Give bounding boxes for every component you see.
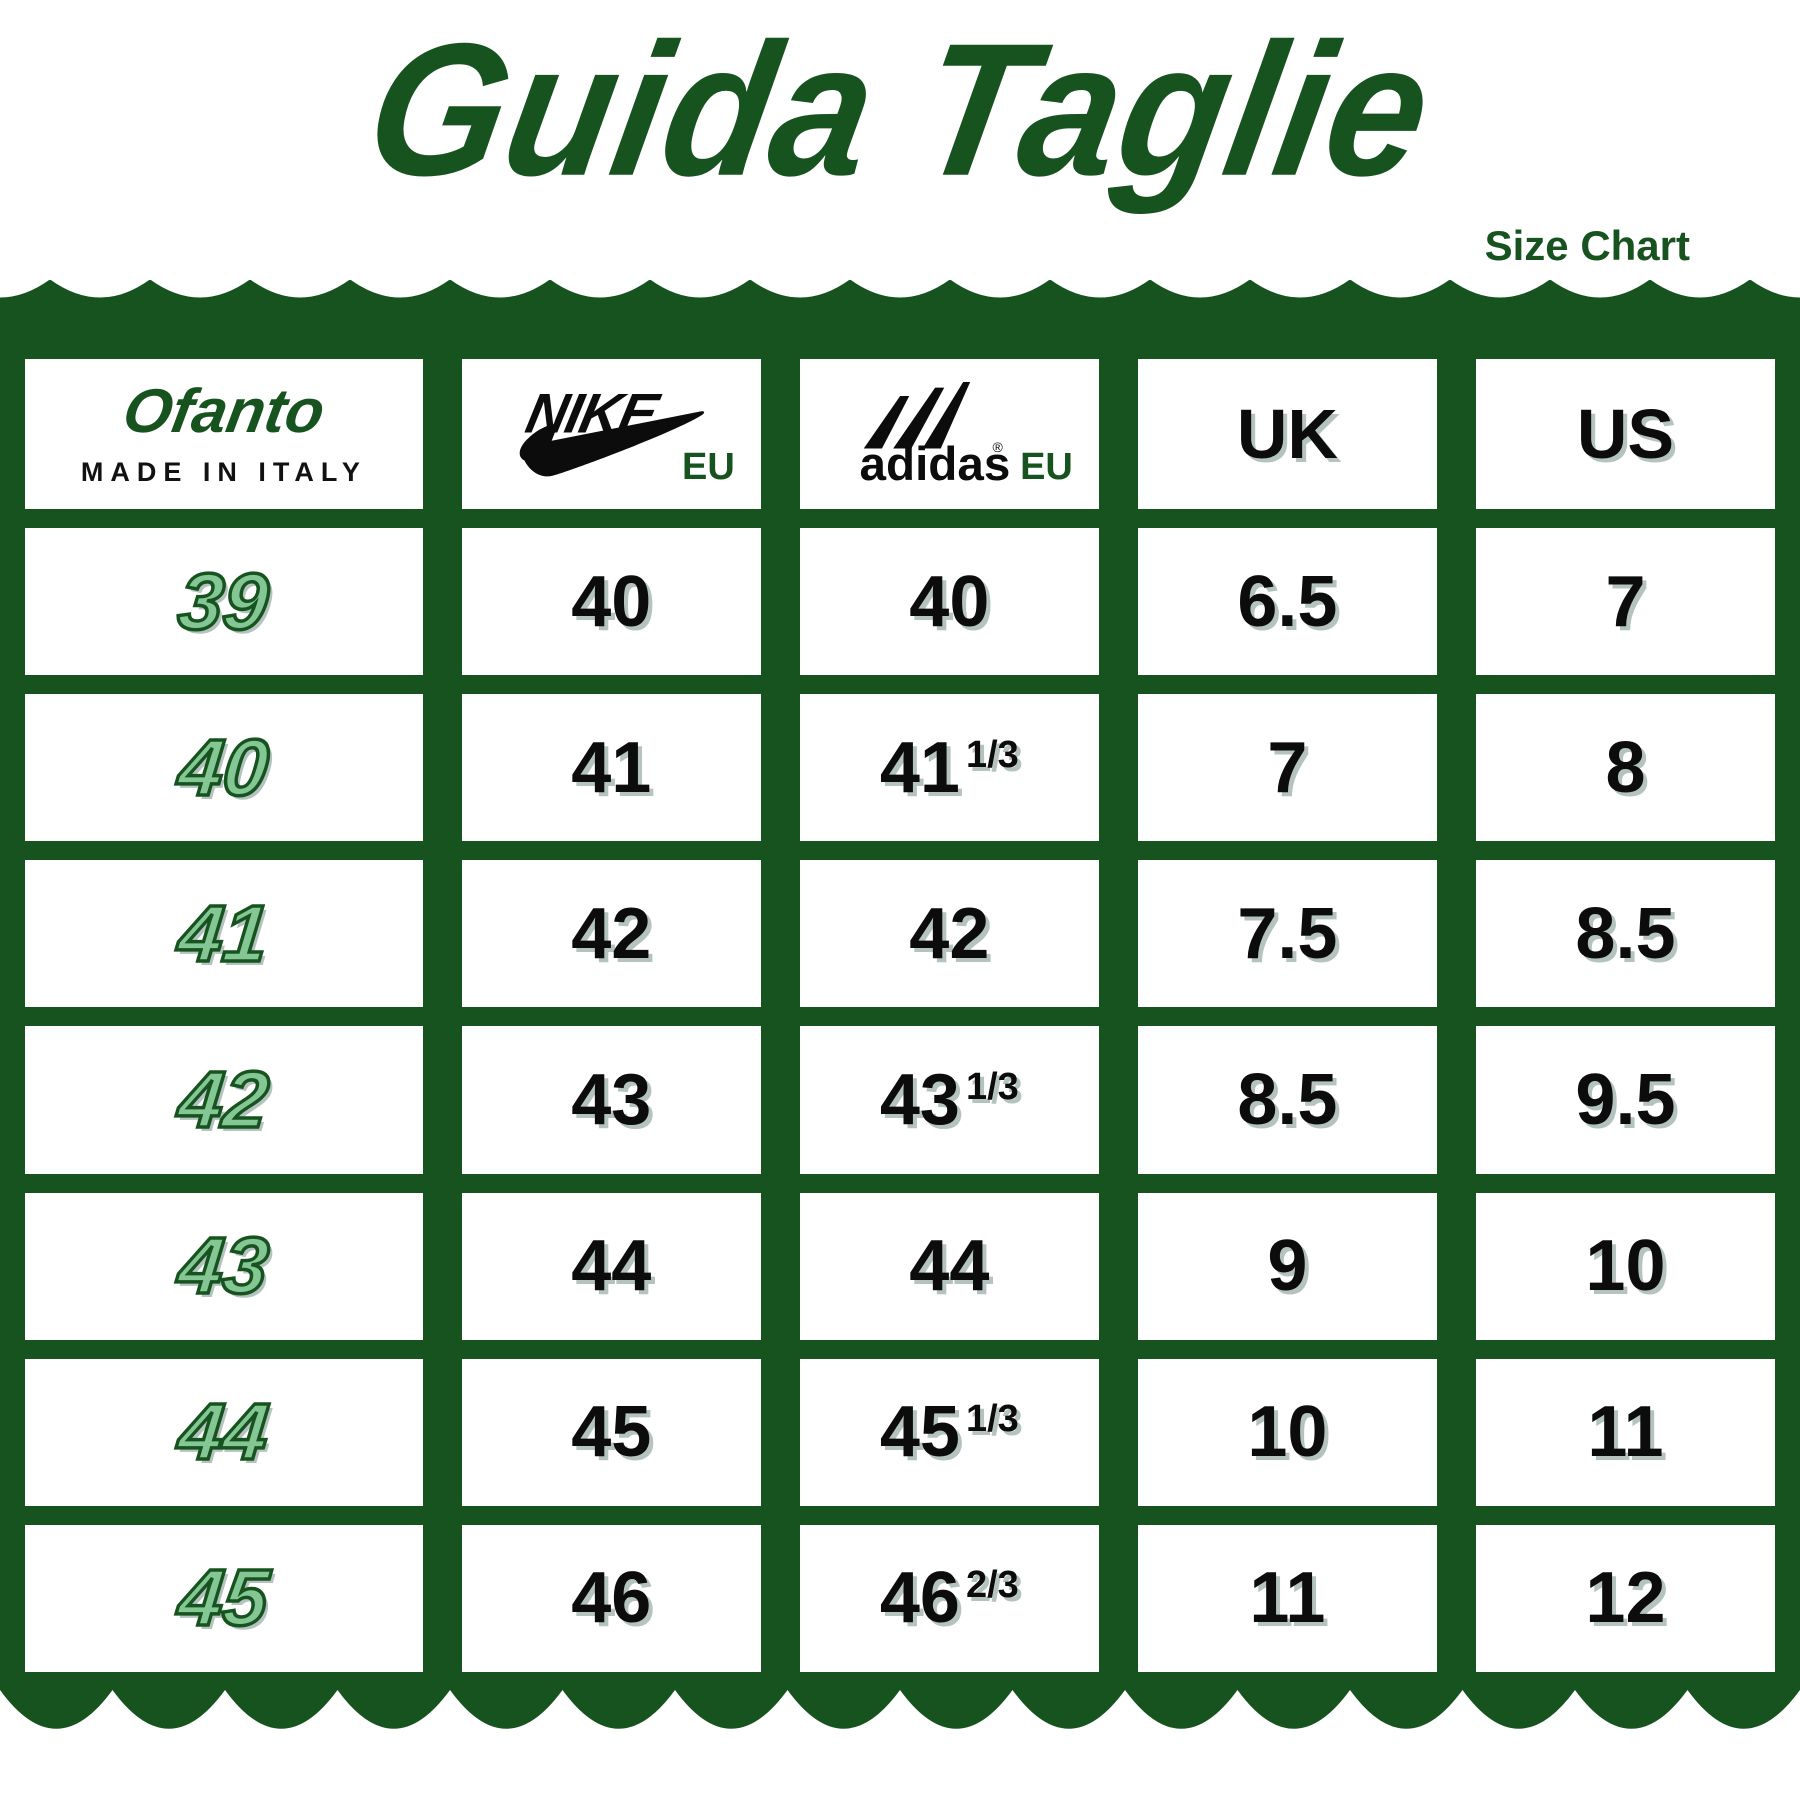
svg-text:®: ® <box>993 439 1004 455</box>
svg-text:adidas: adidas <box>860 438 1011 487</box>
